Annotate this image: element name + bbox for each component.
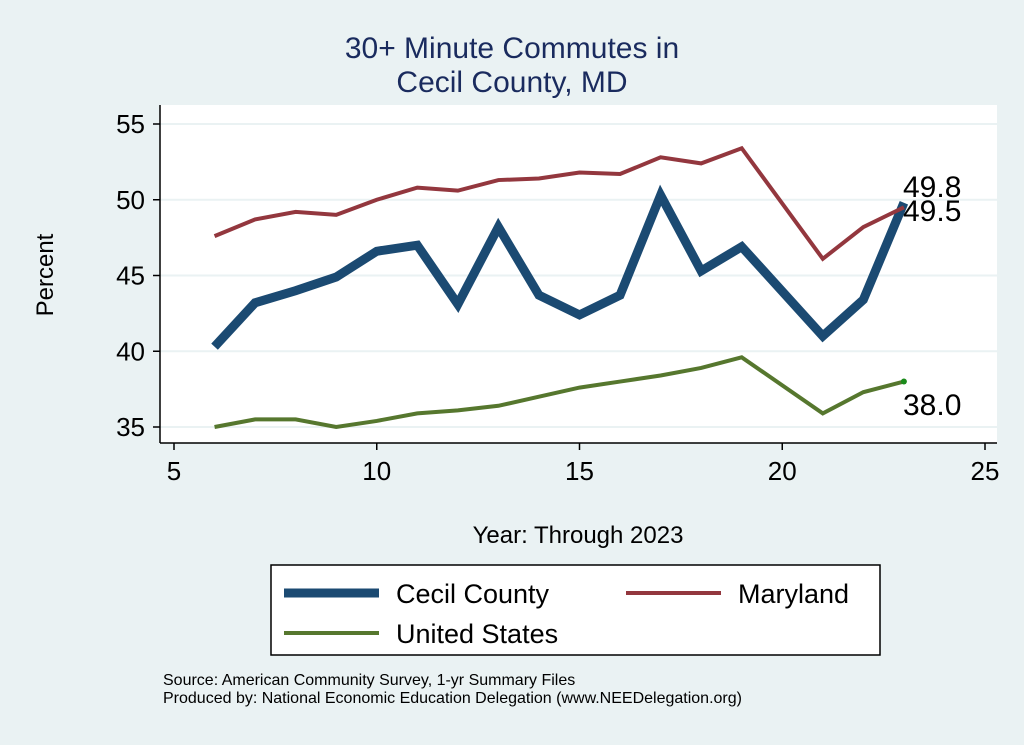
x-tick-label: 25 [971, 456, 1000, 486]
y-axis-label: Percent [32, 233, 59, 316]
x-tick-label: 15 [565, 456, 594, 486]
y-tick-label: 35 [116, 412, 145, 442]
title-line-1: 30+ Minute Commutes in [344, 32, 680, 65]
y-tick-label: 55 [116, 109, 145, 139]
chart-title: 30+ Minute Commutes in Cecil County, MD [0, 32, 1024, 100]
y-tick-label: 45 [116, 261, 145, 291]
series-line-united-states [214, 355, 905, 430]
series-line-maryland [213, 145, 905, 262]
end-label-cecil: 49.8 [903, 171, 961, 204]
x-tick-label: 5 [167, 456, 181, 486]
y-tick-label: 40 [116, 336, 145, 366]
title-line-2: Cecil County, MD [396, 66, 628, 99]
legend-label: Cecil County [396, 579, 550, 609]
legend-label: United States [396, 619, 558, 649]
end-marker [900, 378, 907, 385]
x-tick-label: 10 [362, 456, 391, 486]
legend-box [270, 564, 881, 656]
end-label-us: 38.0 [903, 389, 961, 422]
y-tick-label: 50 [116, 185, 145, 215]
source-note: Source: American Community Survey, 1-yr … [163, 672, 576, 689]
x-axis-label: Year: Through 2023 [473, 522, 684, 549]
series-line-cecil-county [211, 184, 909, 350]
legend-label: Maryland [738, 579, 849, 609]
x-tick-label: 20 [768, 456, 797, 486]
producer-note: Produced by: National Economic Education… [163, 690, 742, 707]
end-label-maryland: 49.5 [903, 195, 961, 228]
